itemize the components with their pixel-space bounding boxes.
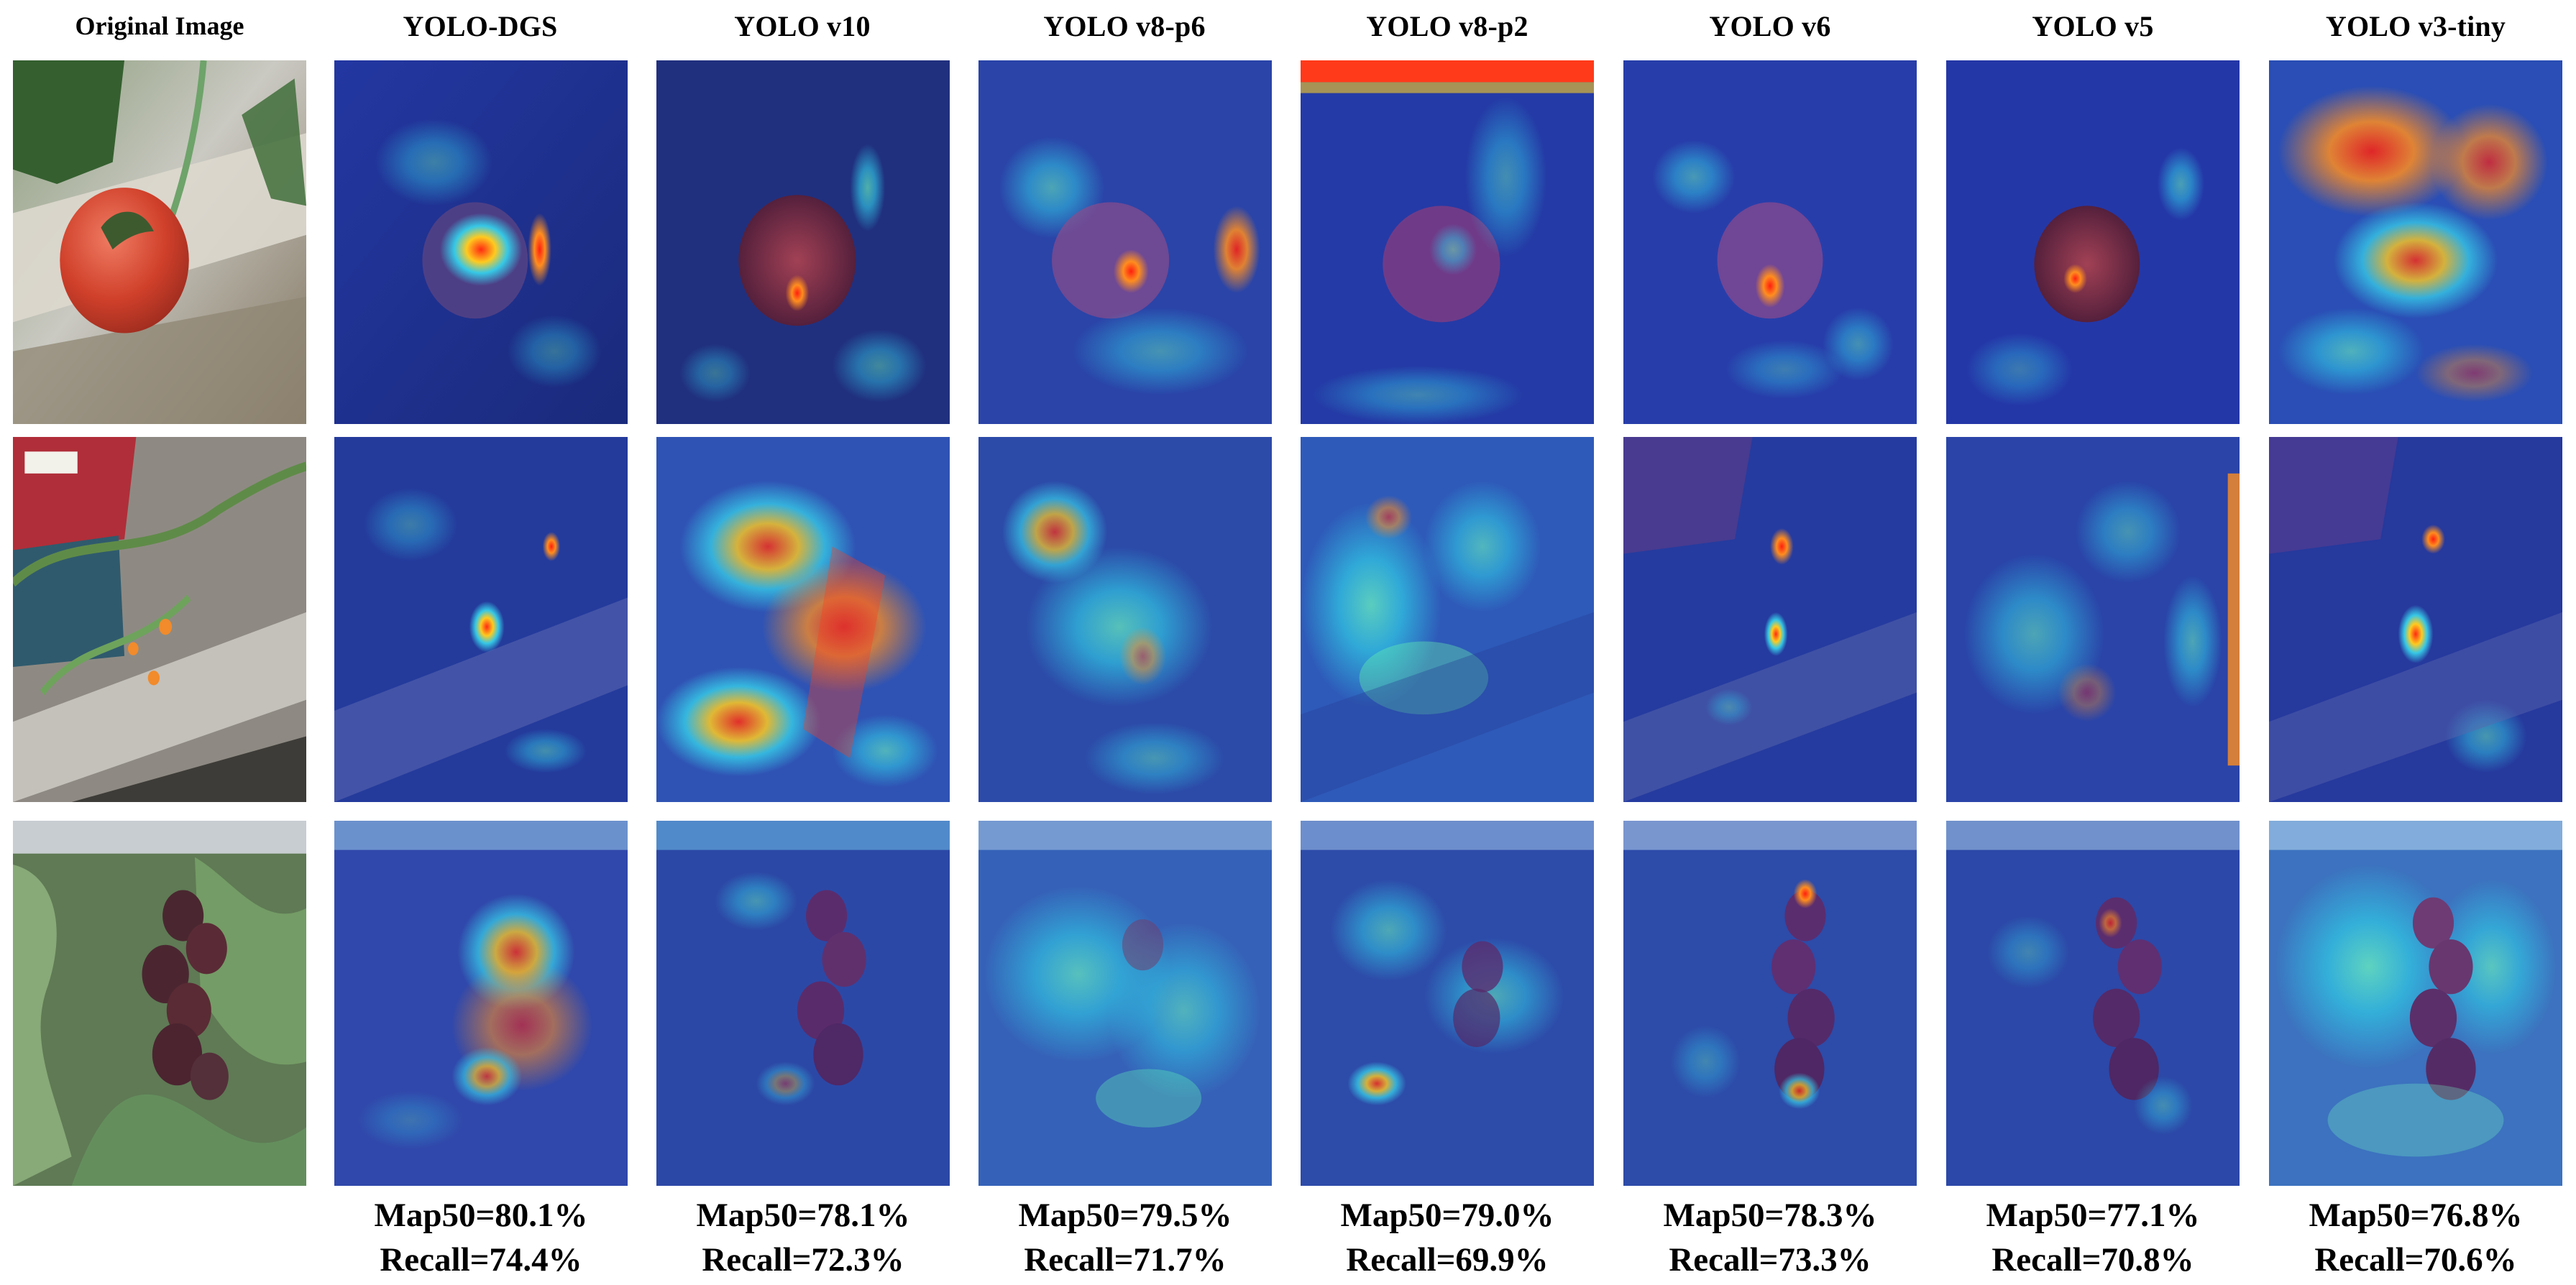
- heatmap-yolo-dgs-row-3: [334, 821, 628, 1186]
- heatmap-yolo-v10-row-1: [656, 60, 950, 424]
- heatmap-yolo-dgs-row-1: [334, 60, 628, 424]
- heatmap-yolo-v6-row-3: [1623, 821, 1917, 1186]
- heatmap-yolo-v5-row-1: [1946, 60, 2240, 424]
- heatmap-yolo-v8-p2-row-2: [1301, 437, 1594, 802]
- heatmap-yolo-dgs-row-2: [334, 437, 628, 802]
- heatmap-yolo-v8-p6-row-3: [978, 821, 1272, 1186]
- heatmap-yolo-v10-row-3: [656, 821, 950, 1186]
- heatmap-yolo-v10-row-2: [656, 437, 950, 802]
- recall-value: Recall=72.3%: [702, 1241, 904, 1279]
- heatmap-yolo-v3-tiny-row-3: [2269, 821, 2562, 1186]
- metrics-yolo-v3-tiny: Map50=76.8% Recall=70.6%: [2269, 1193, 2562, 1282]
- heatmap-yolo-v8-p6-row-1: [978, 60, 1272, 424]
- heatmap-yolo-v8-p6-row-2: [978, 437, 1272, 802]
- column-header-original-image: Original Image: [75, 11, 244, 40]
- heatmap-yolo-v5-row-2: [1946, 437, 2240, 802]
- original-image-tomato-2: [13, 437, 306, 802]
- recall-value: Recall=74.4%: [380, 1241, 582, 1279]
- column-header-yolo-dgs: YOLO-DGS: [403, 9, 558, 42]
- original-image-tomato-1: [13, 60, 306, 424]
- heatmap-yolo-v3-tiny-row-2: [2269, 437, 2562, 802]
- column-header-yolo-v10: YOLO v10: [734, 9, 871, 42]
- column-header-yolo-v3-tiny: YOLO v3-tiny: [2325, 9, 2506, 42]
- recall-value: Recall=73.3%: [1669, 1241, 1871, 1279]
- column-header-yolo-v8-p2: YOLO v8-p2: [1366, 9, 1528, 42]
- metrics-yolo-v10: Map50=78.1% Recall=72.3%: [656, 1193, 950, 1282]
- metrics-yolo-v8-p2: Map50=79.0% Recall=69.9%: [1301, 1193, 1594, 1282]
- original-image-tomato-3: [13, 821, 306, 1186]
- column-header-yolo-v5: YOLO v5: [2032, 9, 2154, 42]
- recall-value: Recall=70.8%: [1991, 1241, 2194, 1279]
- map50-value: Map50=78.1%: [696, 1197, 910, 1234]
- map50-value: Map50=79.0%: [1340, 1197, 1554, 1234]
- metrics-yolo-dgs: Map50=80.1% Recall=74.4%: [334, 1193, 628, 1282]
- map50-value: Map50=77.1%: [1986, 1197, 2200, 1234]
- heatmap-yolo-v6-row-2: [1623, 437, 1917, 802]
- recall-value: Recall=71.7%: [1024, 1241, 1227, 1279]
- map50-value: Map50=79.5%: [1018, 1197, 1232, 1234]
- heatmap-yolo-v6-row-1: [1623, 60, 1917, 424]
- recall-value: Recall=70.6%: [2314, 1241, 2517, 1279]
- column-header-yolo-v6: YOLO v6: [1709, 9, 1831, 42]
- map50-value: Map50=78.3%: [1663, 1197, 1877, 1234]
- metrics-yolo-v6: Map50=78.3% Recall=73.3%: [1623, 1193, 1917, 1282]
- column-header-yolo-v8-p6: YOLO v8-p6: [1043, 9, 1206, 42]
- heatmap-yolo-v5-row-3: [1946, 821, 2240, 1186]
- heatmap-yolo-v8-p2-row-1: [1301, 60, 1594, 424]
- heatmap-yolo-v3-tiny-row-1: [2269, 60, 2562, 424]
- metrics-yolo-v5: Map50=77.1% Recall=70.8%: [1946, 1193, 2240, 1282]
- map50-value: Map50=80.1%: [374, 1197, 588, 1234]
- heatmap-yolo-v8-p2-row-3: [1301, 821, 1594, 1186]
- map50-value: Map50=76.8%: [2309, 1197, 2523, 1234]
- metrics-yolo-v8-p6: Map50=79.5% Recall=71.7%: [978, 1193, 1272, 1282]
- recall-value: Recall=69.9%: [1346, 1241, 1549, 1279]
